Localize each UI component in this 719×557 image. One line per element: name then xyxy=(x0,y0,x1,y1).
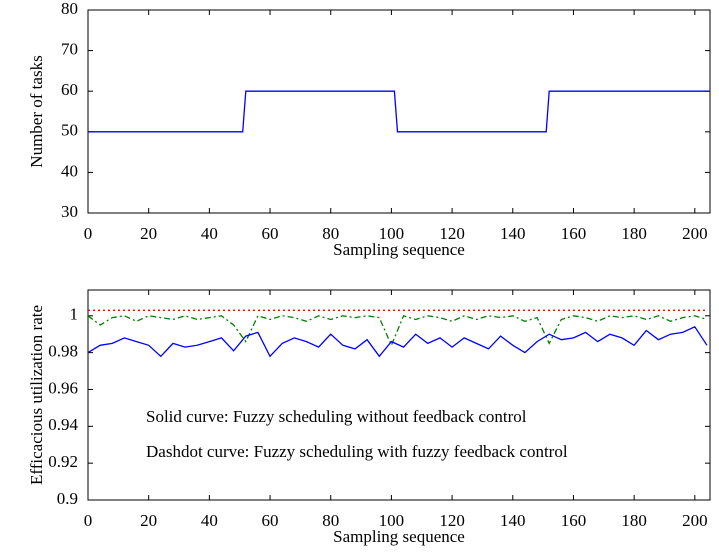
x-tick-label: 120 xyxy=(439,511,465,530)
annotation: Dashdot curve: Fuzzy scheduling with fuz… xyxy=(146,442,568,461)
y-tick-label: 1 xyxy=(70,305,79,324)
x-axis-label: Sampling sequence xyxy=(333,527,465,546)
y-axis-label: Efficacious utilization rate xyxy=(27,305,46,485)
y-tick-label: 60 xyxy=(61,80,78,99)
y-tick-label: 0.94 xyxy=(48,415,78,434)
y-tick-label: 0.92 xyxy=(48,452,78,471)
y-tick-label: 80 xyxy=(61,0,78,18)
plot-frame xyxy=(87,289,711,501)
x-tick-label: 200 xyxy=(682,511,708,530)
data-line xyxy=(88,90,710,133)
x-tick-label: 100 xyxy=(379,224,405,243)
x-tick-label: 180 xyxy=(621,511,647,530)
data-line xyxy=(87,315,708,347)
x-tick-label: 100 xyxy=(379,511,405,530)
x-tick-label: 40 xyxy=(201,224,218,243)
x-tick-label: 200 xyxy=(682,224,708,243)
y-axis-label: Number of tasks xyxy=(27,55,46,167)
x-tick-label: 60 xyxy=(262,224,279,243)
x-tick-label: 60 xyxy=(262,511,279,530)
x-tick-label: 20 xyxy=(140,224,157,243)
annotation: Solid curve: Fuzzy scheduling without fe… xyxy=(146,407,527,426)
y-tick-label: 0.9 xyxy=(57,489,78,508)
x-tick-label: 140 xyxy=(500,511,526,530)
x-tick-label: 20 xyxy=(140,511,157,530)
y-tick-label: 0.98 xyxy=(48,342,78,361)
x-tick-label: 80 xyxy=(322,224,339,243)
x-tick-label: 40 xyxy=(201,511,218,530)
x-tick-label: 140 xyxy=(500,224,526,243)
x-tick-label: 80 xyxy=(322,511,339,530)
x-tick-label: 0 xyxy=(84,224,93,243)
y-tick-label: 50 xyxy=(61,121,78,140)
y-tick-label: 70 xyxy=(61,40,78,59)
y-tick-label: 30 xyxy=(61,202,78,221)
x-tick-label: 120 xyxy=(439,224,465,243)
x-tick-label: 0 xyxy=(84,511,93,530)
x-tick-label: 160 xyxy=(561,224,587,243)
x-tick-label: 160 xyxy=(561,511,587,530)
data-line xyxy=(87,325,708,358)
x-tick-label: 180 xyxy=(621,224,647,243)
y-tick-label: 0.96 xyxy=(48,378,78,397)
x-axis-label: Sampling sequence xyxy=(333,240,465,259)
plot-frame xyxy=(87,9,711,214)
y-tick-label: 40 xyxy=(61,161,78,180)
